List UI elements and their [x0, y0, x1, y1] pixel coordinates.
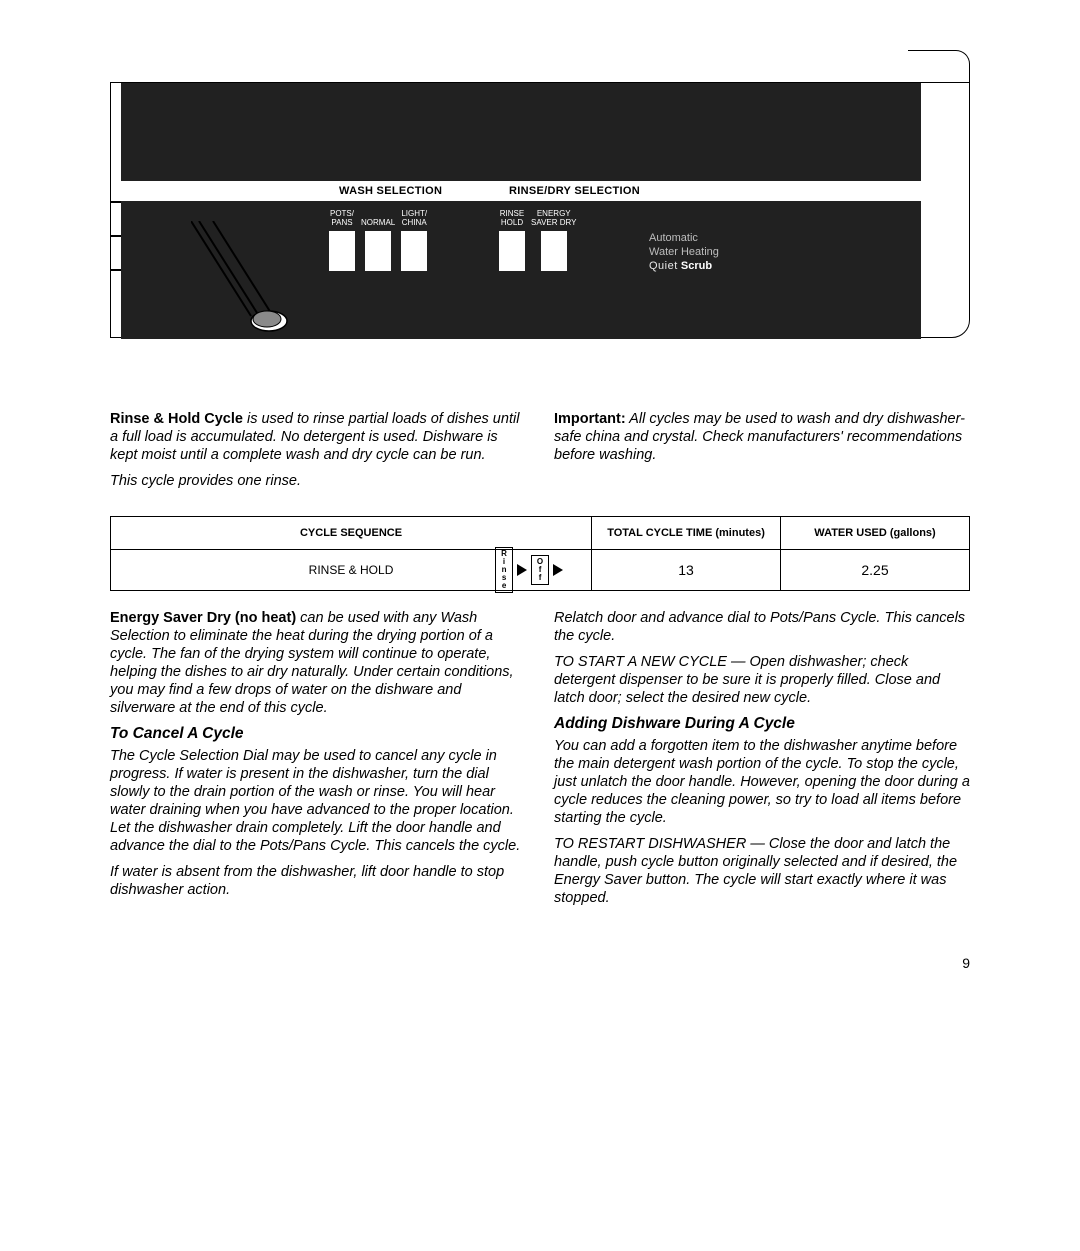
- esd-title: Energy Saver Dry (no heat): [110, 610, 296, 626]
- pots-pans-button: [329, 231, 355, 271]
- th-water: WATER USED (gallons): [781, 517, 970, 550]
- cancel-heading: To Cancel A Cycle: [110, 725, 526, 743]
- th-sequence: CYCLE SEQUENCE: [111, 517, 592, 550]
- table-row: RINSE & HOLD R i n s e O f f 13 2.25: [111, 550, 970, 591]
- rinse-hold-p2: This cycle provides one rinse.: [110, 472, 526, 490]
- rinse-buttons-group: RINSEHOLD ENERGYSAVER DRY: [499, 209, 577, 271]
- important-title: Important:: [554, 411, 626, 427]
- cycle-water: 2.25: [781, 550, 970, 591]
- rinsedry-selection-label: RINSE/DRY SELECTION: [509, 185, 640, 197]
- energy-saver-dry-button: [541, 231, 567, 271]
- adding-heading: Adding Dishware During A Cycle: [554, 715, 970, 733]
- restart-text: TO RESTART DISHWASHER — Close the door a…: [554, 835, 970, 907]
- relatch-text: Relatch door and advance dial to Pots/Pa…: [554, 609, 970, 645]
- rinse-hold-button: [499, 231, 525, 271]
- dishwasher-panel-illustration: WASH SELECTION RINSE/DRY SELECTION POTS/…: [110, 50, 970, 340]
- rinse-hold-title: Rinse & Hold Cycle: [110, 411, 243, 427]
- adding-p1: You can add a forgotten item to the dish…: [554, 737, 970, 827]
- start-new-text: TO START A NEW CYCLE — Open dishwasher; …: [554, 653, 970, 707]
- cycle-time: 13: [592, 550, 781, 591]
- cycle-table: CYCLE SEQUENCE TOTAL CYCLE TIME (minutes…: [110, 516, 970, 591]
- normal-button: [365, 231, 391, 271]
- cycle-name: RINSE & HOLD: [309, 563, 394, 577]
- wash-selection-label: WASH SELECTION: [339, 185, 442, 197]
- wash-buttons-group: POTS/PANS NORMAL LIGHT/CHINA: [329, 209, 427, 271]
- dial-illustration: [191, 221, 311, 341]
- light-china-button: [401, 231, 427, 271]
- brand-text: Automatic Water Heating Quiet Scrub: [649, 231, 719, 273]
- page-number: 9: [110, 955, 970, 971]
- sequence-diagram: R i n s e O f f: [495, 547, 563, 593]
- cancel-p1: The Cycle Selection Dial may be used to …: [110, 747, 526, 855]
- cancel-p2: If water is absent from the dishwasher, …: [110, 863, 526, 899]
- th-time: TOTAL CYCLE TIME (minutes): [592, 517, 781, 550]
